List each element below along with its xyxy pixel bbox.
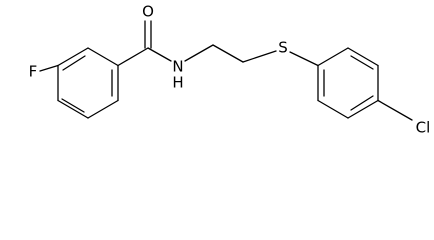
atom-label: O [142,3,154,21]
atom-label: Cl [416,119,431,137]
structure-diagram: O F N H S Cl [29,3,431,137]
atom-label: F [29,63,38,81]
atom-label: H [172,74,183,92]
bonds [39,20,413,121]
atom-label: N [172,58,183,76]
atom-label: S [278,39,288,57]
